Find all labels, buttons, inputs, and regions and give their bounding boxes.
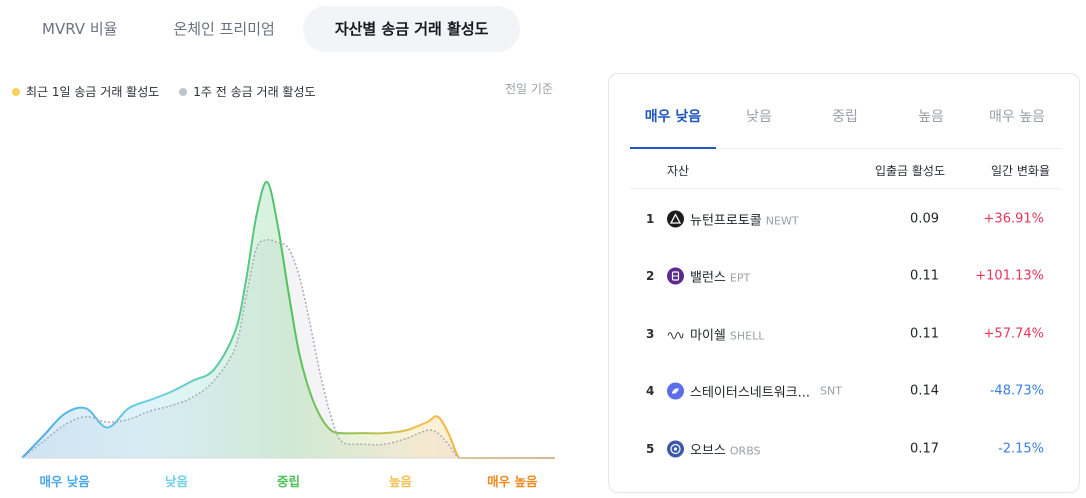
x-tick-label: 낮음 — [165, 474, 189, 489]
header-change[interactable]: 일간 변화율 — [990, 164, 1050, 178]
activity-value: 0.17 — [910, 441, 939, 457]
snt-icon — [667, 382, 684, 400]
tab-transfer-activity[interactable]: 자산별 송금 거래 활성도 — [302, 6, 521, 52]
legend-dot-previous — [179, 87, 188, 96]
x-axis-labels: 매우 낮음 낮음 중립 높음 매우 높음 — [39, 474, 538, 489]
coin-ticker: NEWT — [765, 214, 799, 228]
subtab-very-high[interactable]: 매우 높음 — [989, 109, 1045, 125]
daily-change: +36.91% — [983, 211, 1044, 227]
basis-label: 전일 기준 — [505, 82, 553, 96]
legend-label-current: 최근 1일 송금 거래 활성도 — [26, 85, 160, 99]
newt-icon — [667, 210, 684, 228]
x-tick-label: 매우 낮음 — [39, 474, 90, 489]
subtab-low[interactable]: 낮음 — [746, 109, 772, 125]
x-tick-label: 중립 — [277, 474, 300, 489]
row-rank: 4 — [646, 384, 655, 399]
row-rank: 1 — [646, 211, 655, 226]
daily-change: +101.13% — [975, 268, 1044, 284]
row-rank: 5 — [646, 441, 655, 456]
table-header: 자산 입출금 활성도 일간 변화율 — [630, 152, 1060, 189]
table-row[interactable]: 3 마이쉘 SHELL 0.11 +57.74% — [630, 305, 1060, 363]
row-rank: 3 — [646, 326, 655, 341]
activity-value: 0.11 — [910, 326, 939, 342]
table-row[interactable]: 4 스테이터스네트워크... SNT 0.14 -48.73% — [630, 363, 1060, 421]
activity-value: 0.11 — [910, 268, 939, 284]
subtab-neutral[interactable]: 중립 — [832, 109, 858, 125]
x-tick-label: 매우 높음 — [487, 474, 538, 489]
top-tabs: MVRV 비율 온체인 프리미엄 자산별 송금 거래 활성도 — [14, 6, 521, 52]
table-row[interactable]: 5 오브스 ORBS 0.17 -2.15% — [630, 420, 1060, 478]
activity-value: 0.09 — [910, 211, 939, 227]
legend-item-current[interactable]: 최근 1일 송금 거래 활성도 — [12, 83, 159, 100]
coin-name: 마이쉘 SHELL — [690, 328, 765, 344]
legend-dot-current — [12, 87, 20, 96]
coin-ticker: SHELL — [729, 329, 765, 343]
current-series-area — [22, 181, 555, 458]
coin-ticker: SNT — [820, 384, 842, 398]
header-asset: 자산 — [667, 164, 690, 178]
coin-name: 스테이터스네트워크... — [690, 385, 811, 401]
row-rank: 2 — [646, 269, 655, 284]
asset-ranking-panel: 매우 낮음 낮음 중립 높음 매우 높음 자산 입출금 활성도 일간 변화율 1… — [608, 73, 1080, 493]
coin-ticker: ORBS — [729, 444, 761, 458]
legend-label-previous: 1주 전 송금 거래 활성도 — [193, 85, 316, 99]
ept-icon — [667, 267, 684, 285]
table-body: 1 뉴턴프로토콜 NEWT 0.09 +36.91% 2 밸런스 EPT 0.11 … — [630, 190, 1060, 478]
previous-series-line — [21, 239, 555, 459]
x-tick-label: 높음 — [389, 474, 413, 489]
tab-onchain-premium[interactable]: 온체인 프리미엄 — [173, 20, 275, 38]
table-row[interactable]: 1 뉴턴프로토콜 NEWT 0.09 +36.91% — [630, 190, 1060, 248]
tab-mvrv[interactable]: MVRV 비율 — [42, 20, 118, 38]
coin-name: 밸런스 EPT — [690, 270, 751, 286]
subtab-high[interactable]: 높음 — [918, 109, 944, 125]
coin-name: 오브스 ORBS — [690, 443, 761, 459]
daily-change: -2.15% — [998, 441, 1044, 457]
chart-legend: 최근 1일 송금 거래 활성도 1주 전 송금 거래 활성도 — [12, 83, 336, 100]
table-row[interactable]: 2 밸런스 EPT 0.11 +101.13% — [630, 248, 1060, 306]
activity-value: 0.14 — [910, 383, 939, 399]
subtab-very-low[interactable]: 매우 낮음 — [630, 102, 716, 149]
coin-name: 뉴턴프로토콜 NEWT — [690, 213, 799, 229]
header-activity[interactable]: 입출금 활성도 — [874, 164, 945, 178]
orbs-icon — [667, 440, 684, 458]
coin-ticker: EPT — [729, 271, 751, 285]
daily-change: +57.74% — [983, 326, 1044, 342]
activity-level-tabs: 매우 낮음 낮음 중립 높음 매우 높음 — [630, 102, 1060, 149]
shell-icon — [667, 325, 684, 343]
legend-item-previous[interactable]: 1주 전 송금 거래 활성도 — [179, 83, 316, 100]
daily-change: -48.73% — [989, 383, 1044, 399]
activity-distribution-chart: 매우 낮음 낮음 중립 높음 매우 높음 — [0, 120, 580, 498]
chart-svg: 매우 낮음 낮음 중립 높음 매우 높음 — [21, 181, 555, 489]
